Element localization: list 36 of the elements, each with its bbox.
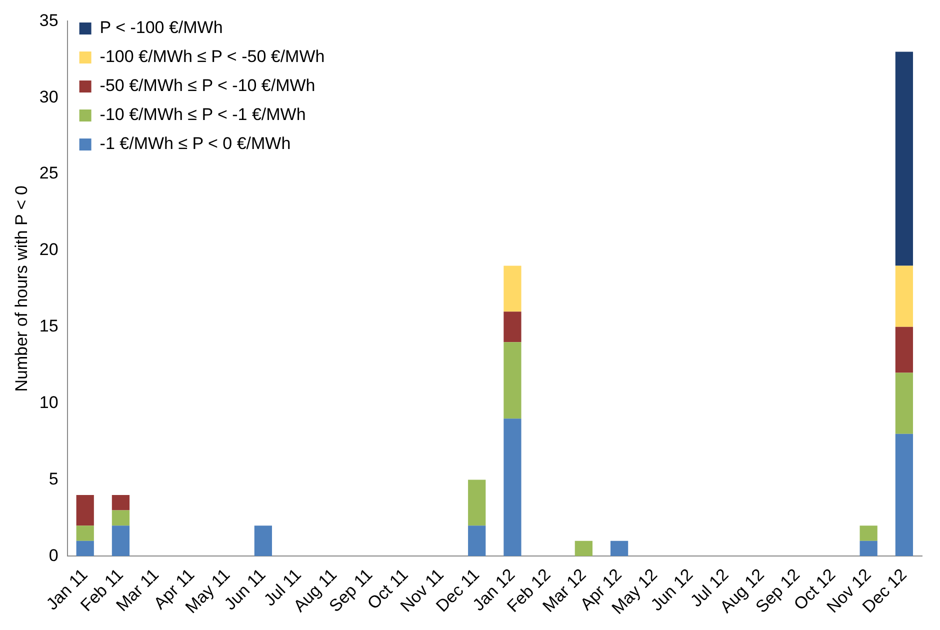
bar: [76, 540, 94, 556]
y-tick-label: 0: [48, 546, 58, 565]
bar: [76, 526, 94, 541]
y-tick-label: 5: [48, 469, 58, 488]
bar: [860, 526, 878, 541]
y-tick-label: 35: [39, 10, 58, 30]
bar: [112, 526, 130, 556]
y-tick-label: 15: [39, 316, 58, 336]
y-tick-label: 25: [39, 164, 58, 183]
bar: [574, 540, 592, 556]
bar: [504, 342, 522, 419]
bar: [860, 540, 878, 556]
bar: [504, 418, 522, 556]
bar: [504, 266, 522, 312]
bar: [895, 266, 914, 327]
legend-label: -1 €/MWh ≤ P < 0 €/MWh: [100, 134, 291, 154]
bar: [468, 526, 486, 556]
bar: [610, 540, 628, 556]
legend-label: -50 €/MWh ≤ P < -10 €/MWh: [100, 76, 316, 96]
bar: [895, 372, 914, 434]
bar: [895, 326, 914, 373]
bar: [504, 312, 522, 342]
legend-label: P < -100 €/MWh: [100, 18, 223, 38]
y-tick-label: 30: [39, 87, 58, 106]
y-axis-title: Number of hours with P < 0: [12, 186, 31, 392]
legend-label: -100 €/MWh ≤ P < -50 €/MWh: [100, 47, 325, 66]
legend-label: -10 €/MWh ≤ P < -1 €/MWh: [100, 105, 306, 124]
y-tick-label: 10: [39, 393, 58, 412]
bar: [76, 495, 94, 526]
bar: [254, 526, 272, 556]
bar: [112, 495, 130, 510]
bar: [468, 480, 486, 526]
bar: [895, 434, 914, 556]
bar: [112, 510, 130, 526]
y-tick-label: 20: [39, 240, 58, 260]
bar: [895, 52, 914, 266]
